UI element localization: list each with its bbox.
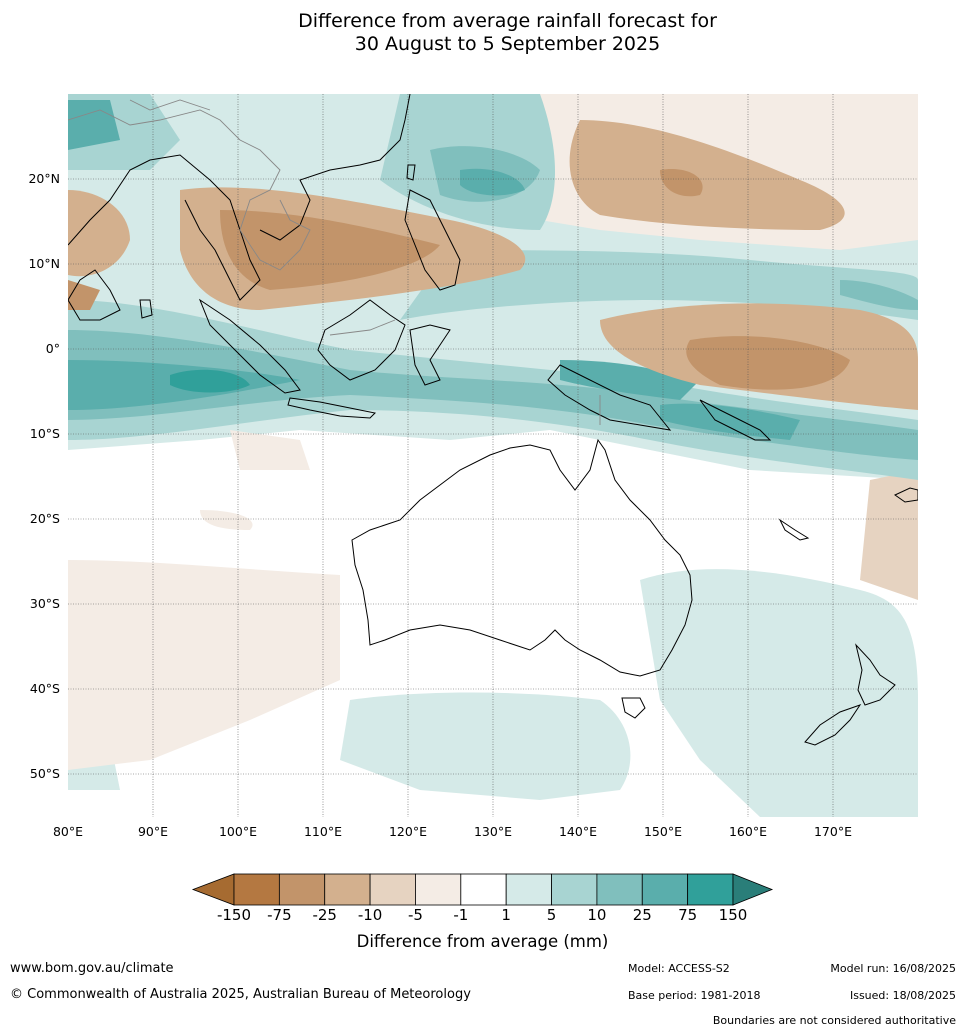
lat-label: 20°N (28, 171, 60, 186)
lat-label: 40°S (29, 681, 60, 696)
colorbar-swatch (596, 873, 643, 906)
map-title: Difference from average rainfall forecas… (0, 10, 965, 56)
colorbar-swatch (505, 873, 552, 906)
tasmania-coastline (621, 697, 646, 719)
model-name: Model: ACCESS-S2 (628, 962, 730, 975)
lon-label: 110°E (303, 824, 342, 839)
colorbar-tick-label: 75 (678, 906, 698, 924)
lat-label: 30°S (29, 596, 60, 611)
colorbar-swatch (460, 873, 507, 906)
asia-mainland-coastline (68, 94, 411, 301)
colorbar-swatch (369, 873, 416, 906)
copyright-text: © Commonwealth of Australia 2025, Austra… (10, 987, 471, 1002)
colorbar-swatch (324, 873, 371, 906)
sri-lanka-coastline (139, 299, 153, 319)
colorbar-tick-label: 5 (546, 906, 557, 924)
title-line-2: 30 August to 5 September 2025 (354, 33, 661, 55)
anomaly-field (68, 94, 918, 817)
lat-label: 50°S (29, 766, 60, 781)
colorbar-tick-label: 10 (587, 906, 607, 924)
lon-label: 120°E (388, 824, 427, 839)
colorbar-swatch (415, 873, 462, 906)
colorbar-title: Difference from average (mm) (356, 932, 609, 951)
sulawesi-coastline (409, 324, 451, 386)
new-guinea-coastline (547, 364, 672, 431)
lon-label: 80°E (52, 824, 84, 839)
lat-label: 20°S (29, 511, 60, 526)
colorbar-tick-label: 1 (501, 906, 511, 924)
taiwan-coastline (406, 164, 416, 181)
colorbar-tick-label: 150 (718, 906, 748, 924)
website-link[interactable]: www.bom.gov.au/climate (10, 961, 174, 976)
model-run-date: Model run: 16/08/2025 (830, 962, 956, 975)
coastlines (68, 94, 918, 746)
sumatra-coastline (198, 298, 301, 394)
fiji-coastline (894, 487, 918, 503)
lat-label: 10°S (29, 426, 60, 441)
lon-label: 100°E (218, 824, 257, 839)
issued-date: Issued: 18/08/2025 (849, 989, 956, 1002)
lat-label: 10°N (28, 256, 60, 271)
colorbar-tick-label: -25 (312, 906, 337, 924)
lon-label: 130°E (473, 824, 512, 839)
colorbar-tick-label: -10 (357, 906, 383, 924)
country-borders (68, 99, 601, 425)
lon-label: 140°E (558, 824, 597, 839)
colorbar-swatch (551, 873, 598, 906)
colorbar-swatch (687, 873, 734, 906)
colorbar-swatch (278, 873, 326, 906)
borneo-coastline (317, 299, 406, 381)
colorbar-swatch (641, 873, 689, 906)
new-zealand-south-coastline (804, 704, 862, 746)
lon-label: 150°E (643, 824, 682, 839)
lon-label: 160°E (728, 824, 767, 839)
lon-label: 90°E (137, 824, 169, 839)
boundaries-disclaimer: Boundaries are not considered authoritat… (712, 1014, 956, 1027)
colorbar-swatch (233, 873, 280, 906)
lat-label: 0° (45, 341, 60, 356)
colorbar-tick-label: 25 (632, 906, 652, 924)
india-coastline (68, 269, 121, 321)
australia-coastline (351, 438, 693, 677)
base-period: Base period: 1981-2018 (628, 989, 761, 1002)
grid-lines (68, 94, 918, 817)
colorbar-extend-low (191, 873, 235, 906)
java-coastline (287, 397, 377, 419)
colorbar-tick-label: -75 (267, 906, 292, 924)
philippines-coastline (404, 189, 461, 291)
solomon-islands-coastline (699, 399, 772, 441)
colorbar-swatches (191, 873, 774, 906)
colorbar-tick-label: -150 (216, 906, 252, 924)
new-caledonia-coastline (778, 518, 810, 541)
title-line-1: Difference from average rainfall forecas… (298, 10, 717, 32)
new-zealand-north-coastline (855, 643, 896, 706)
lon-label: 170°E (813, 824, 852, 839)
colorbar-tick-label: -1 (453, 906, 469, 924)
colorbar-extend-high (732, 873, 774, 906)
colorbar-tick-label: -5 (407, 906, 423, 924)
